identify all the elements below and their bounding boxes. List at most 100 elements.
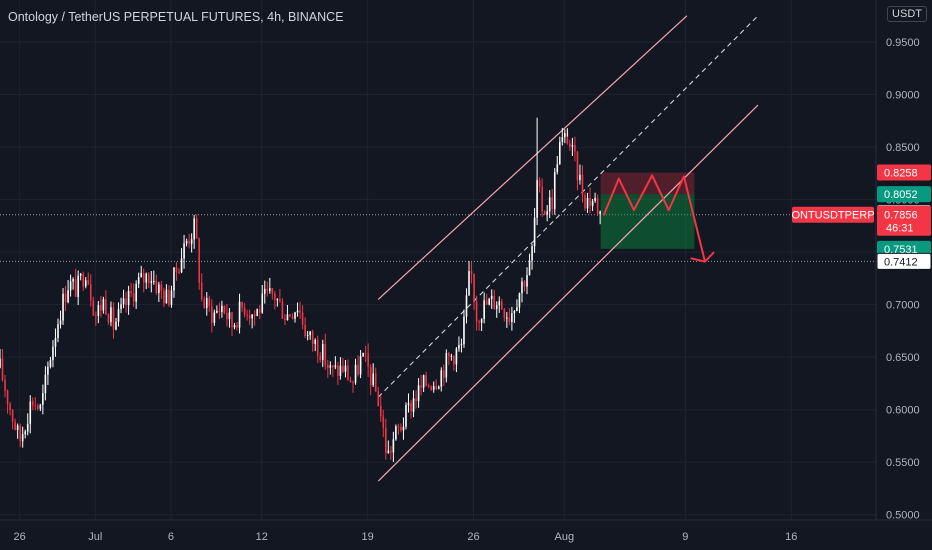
candle-body [125, 298, 127, 305]
candle-body [311, 331, 314, 344]
candle-body [596, 197, 599, 214]
candle-body [26, 423, 29, 432]
candle-body [415, 398, 417, 402]
candle-body [329, 365, 332, 368]
candle-body [52, 346, 54, 361]
x-tick-label: Aug [555, 531, 575, 543]
candle-body [243, 307, 246, 315]
candle-body [228, 312, 231, 320]
candle-body [188, 241, 190, 244]
candle-body [591, 200, 594, 206]
candle-body [170, 290, 173, 305]
candle-body [316, 339, 319, 356]
candle-body [400, 426, 402, 431]
candle-body [87, 280, 90, 285]
candle-body [294, 312, 296, 319]
candle-body [21, 434, 24, 442]
candle-body [594, 197, 596, 201]
projection-path[interactable] [602, 174, 715, 263]
price-axis-tag [877, 240, 931, 257]
candle-body [521, 281, 523, 294]
candle-body [89, 284, 92, 301]
candle-body [258, 309, 261, 313]
take-profit-zone[interactable] [600, 194, 695, 249]
candle-body [0, 358, 1, 368]
y-tick-label: 0.5500 [886, 457, 920, 469]
candle-body [551, 197, 554, 210]
candle-body [105, 299, 107, 315]
candle-body [190, 239, 193, 244]
candle-body [417, 385, 420, 402]
candle-body [584, 195, 586, 209]
candle-body [221, 305, 223, 312]
candle-body [516, 307, 518, 312]
candle-body [526, 275, 528, 287]
candle-body [498, 301, 501, 306]
candle-body [437, 386, 440, 389]
candle-body [1, 358, 4, 381]
x-tick-label: 9 [682, 531, 688, 543]
candle-body [31, 401, 34, 406]
candle-body [402, 426, 405, 431]
candle-body [503, 309, 506, 318]
chart-title: Ontology / TetherUS PERPETUAL FUTURES, 4… [8, 10, 344, 24]
candle-body [137, 277, 140, 284]
candle-body [37, 405, 39, 409]
candle-body [122, 298, 125, 305]
y-tick-label: 0.7000 [886, 300, 920, 312]
candle-body [115, 321, 117, 330]
candle-body [165, 289, 168, 304]
candle-body [286, 314, 289, 321]
candle-body [44, 374, 47, 394]
y-tick-label: 0.6000 [886, 405, 920, 417]
candle-body [158, 284, 160, 293]
y-tick-label: 0.6500 [886, 352, 920, 364]
candle-body [150, 281, 153, 283]
candle-body [266, 288, 269, 292]
candle-body [135, 283, 137, 302]
candle-body [387, 450, 390, 454]
candle-body [470, 271, 473, 274]
candle-body [327, 365, 329, 368]
candle-body [579, 174, 581, 181]
symbol-tag-label: ONTUSDTPERP [791, 210, 874, 222]
symbol-tag [792, 206, 874, 223]
candle-body [528, 260, 531, 276]
candle-body [110, 307, 112, 323]
candle-body [289, 314, 291, 317]
candle-body [543, 211, 546, 215]
currency-badge[interactable]: USDT [887, 6, 927, 22]
channel-lower-line[interactable] [377, 104, 759, 482]
candle-body [47, 366, 49, 375]
candle-body [410, 403, 412, 412]
candle-body [155, 280, 158, 293]
candle-body [213, 312, 216, 323]
candle-body [231, 312, 233, 328]
candle-body [120, 304, 122, 309]
channel-upper-line[interactable] [377, 15, 688, 300]
candle-body [581, 174, 584, 196]
x-tick-label: 12 [256, 531, 268, 543]
candle-body [445, 353, 448, 378]
candle-body [276, 299, 279, 301]
x-tick-label: Jul [88, 531, 102, 543]
candle-body [362, 353, 364, 357]
candle-body [24, 431, 27, 435]
candle-body [374, 373, 377, 392]
candle-body [246, 314, 248, 316]
candle-body [458, 345, 460, 349]
candle-body [49, 360, 52, 367]
candle-body [566, 133, 569, 144]
x-tick-label: 26 [467, 531, 479, 543]
candle-body [147, 273, 150, 283]
candle-body [269, 288, 271, 292]
candle-body [599, 211, 601, 214]
x-tick-label: 6 [168, 531, 174, 543]
candle-body [238, 301, 241, 328]
candle-body [241, 301, 243, 308]
candle-body [314, 339, 316, 344]
candle-body [102, 299, 105, 311]
candle-body [107, 314, 110, 323]
candle-body [216, 310, 218, 313]
